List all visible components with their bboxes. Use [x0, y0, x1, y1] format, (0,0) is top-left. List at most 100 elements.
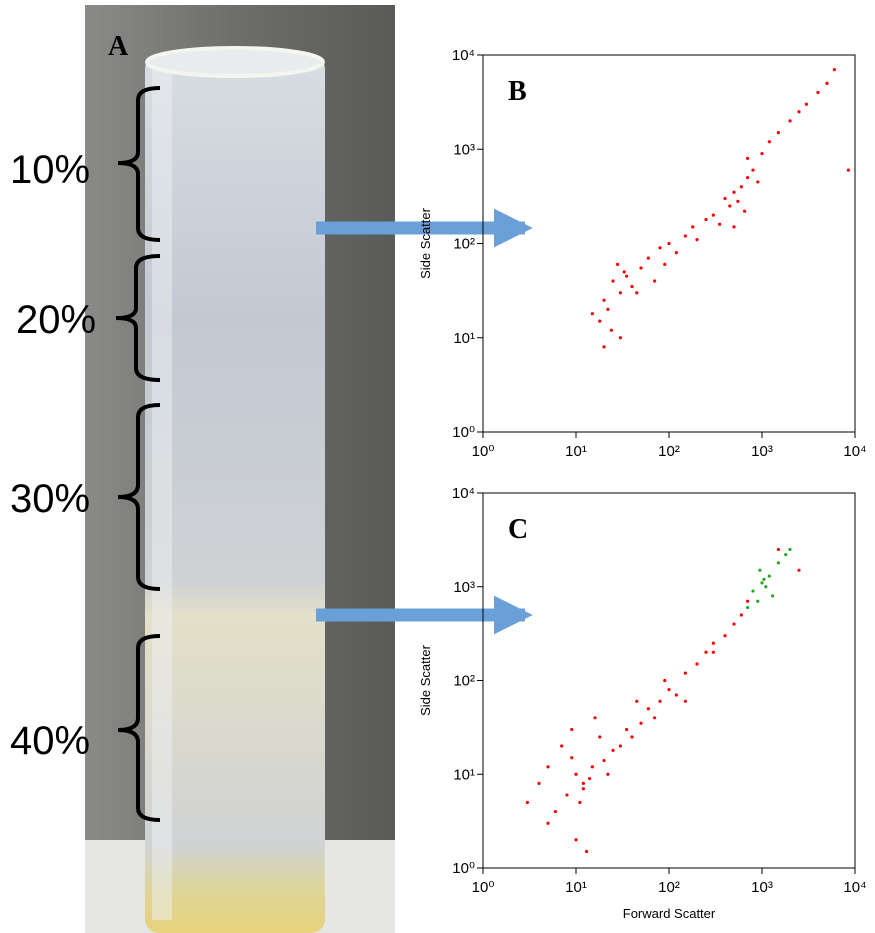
scatter-point: [751, 589, 755, 593]
scatter-point: [739, 185, 743, 189]
scatter-point: [652, 279, 657, 283]
scatter-point: [581, 787, 585, 791]
scatter-point: [776, 547, 780, 552]
scatter-point: [695, 237, 699, 242]
fraction-label: 30%: [10, 477, 90, 521]
scatter-point: [618, 744, 622, 748]
y-tick-label: 10²: [453, 673, 475, 690]
scatter-point: [683, 234, 687, 238]
scatter-point: [760, 581, 764, 585]
scatter-point: [553, 809, 557, 814]
scatter-point: [732, 190, 736, 194]
scatter-point: [745, 176, 750, 180]
scatter-point: [546, 821, 550, 825]
scatter-point: [816, 90, 820, 95]
plot-frame: [482, 492, 856, 869]
scatter-point: [646, 707, 650, 711]
scatter-point: [593, 716, 597, 720]
scatter-point: [598, 319, 602, 323]
scatter-point: [711, 641, 715, 645]
scatter-point: [624, 274, 629, 278]
scatter-point: [630, 735, 634, 739]
scatter-point: [723, 196, 727, 201]
scatter-point: [606, 307, 610, 311]
y-tick-label: 10⁴: [452, 47, 475, 64]
scatter-point: [590, 765, 594, 769]
scatter-point: [674, 251, 678, 255]
panel-label: B: [508, 76, 527, 107]
scatter-point: [717, 222, 722, 226]
scatter-point: [764, 585, 768, 589]
photo: A 10% 20% 30% 40%: [10, 5, 395, 933]
scatter-point: [574, 772, 578, 776]
x-tick-label: 10⁰: [472, 879, 495, 896]
scatter-point: [704, 650, 708, 654]
panel-label: A: [108, 31, 129, 62]
scatter-point: [630, 284, 634, 289]
arrows: [316, 208, 533, 635]
scatter-point: [578, 800, 582, 805]
y-tick-label: 10⁴: [452, 485, 475, 502]
scatter-point: [825, 81, 829, 85]
x-tick-label: 10⁴: [843, 879, 866, 896]
scatter-point: [745, 605, 750, 610]
x-tick-label: 10¹: [565, 879, 587, 896]
scatter-point: [683, 699, 687, 703]
tube-glint: [152, 60, 172, 920]
scatter-point: [784, 553, 788, 557]
y-tick-label: 10¹: [453, 766, 475, 783]
x-tick-label: 10⁰: [472, 443, 495, 460]
scatter-point: [611, 279, 615, 283]
scatter-point: [658, 699, 662, 703]
scatter-point: [788, 547, 792, 552]
y-tick-label: 10³: [453, 579, 475, 596]
scatter-point: [797, 110, 801, 114]
tube-rim: [145, 46, 325, 78]
scatter-point: [797, 568, 801, 572]
scatter-point: [695, 662, 699, 666]
scatter-point: [728, 204, 732, 208]
x-tick-label: 10²: [658, 443, 680, 460]
x-tick-label: 10²: [658, 879, 680, 896]
scatter-point: [565, 793, 569, 797]
scatter-point: [770, 594, 775, 598]
scatter-point: [639, 721, 643, 725]
scatter-point: [762, 577, 766, 581]
scatter-point: [745, 599, 750, 603]
scatter-point: [570, 756, 574, 760]
fraction-label: 10%: [10, 148, 90, 192]
scatter-point: [732, 225, 736, 229]
scatter-point: [646, 256, 650, 260]
scatter-point: [570, 727, 574, 732]
y-tick-label: 10⁰: [452, 860, 475, 877]
scatter-point: [756, 180, 760, 184]
scatter-point: [739, 613, 743, 617]
scatter-point: [667, 687, 671, 692]
scatter-point: [635, 291, 639, 295]
scatter-point: [639, 266, 643, 270]
scatter-point: [584, 849, 589, 854]
scatter-point: [602, 298, 606, 302]
y-tick-label: 10²: [453, 236, 475, 253]
scatter-point: [652, 716, 657, 720]
scatter-point: [767, 140, 771, 144]
fraction-label: 40%: [10, 719, 90, 763]
scatter-point: [598, 735, 602, 739]
scatter-point: [602, 758, 606, 763]
scatter-point: [590, 312, 594, 316]
y-tick-label: 10³: [453, 141, 475, 158]
scatter-point: [846, 168, 851, 172]
scatter-point: [704, 217, 708, 222]
scatter-point: [758, 568, 762, 572]
scatter-point: [618, 336, 622, 340]
scatter-point: [663, 262, 667, 267]
x-tick-label: 10³: [751, 443, 773, 460]
scatter-point: [587, 776, 592, 781]
scatter-point: [683, 671, 687, 675]
scatter-point: [776, 561, 780, 565]
scatter-point: [635, 699, 639, 703]
scatter-point: [751, 168, 755, 172]
fraction-label: 20%: [16, 298, 96, 342]
scatter-point: [788, 119, 792, 123]
scatter-point: [618, 291, 622, 295]
